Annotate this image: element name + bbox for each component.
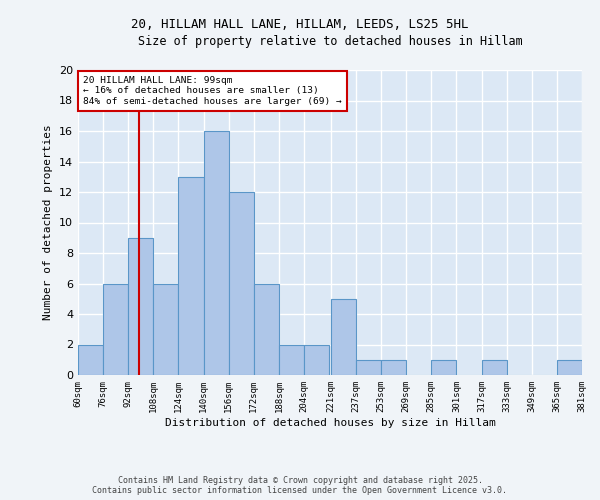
X-axis label: Distribution of detached houses by size in Hillam: Distribution of detached houses by size … [164, 418, 496, 428]
Text: 20 HILLAM HALL LANE: 99sqm
← 16% of detached houses are smaller (13)
84% of semi: 20 HILLAM HALL LANE: 99sqm ← 16% of deta… [83, 76, 342, 106]
Bar [154, 284, 178, 375]
Bar [78, 344, 103, 375]
Text: Contains HM Land Registry data © Crown copyright and database right 2025.
Contai: Contains HM Land Registry data © Crown c… [92, 476, 508, 495]
Text: 20, HILLAM HALL LANE, HILLAM, LEEDS, LS25 5HL: 20, HILLAM HALL LANE, HILLAM, LEEDS, LS2… [131, 18, 469, 30]
Bar [356, 360, 381, 375]
Bar [178, 177, 203, 375]
Bar [331, 298, 356, 375]
Bar [482, 360, 506, 375]
Bar [128, 238, 154, 375]
Bar [229, 192, 254, 375]
Bar [381, 360, 406, 375]
Bar [103, 284, 128, 375]
Bar [431, 360, 457, 375]
Bar [254, 284, 279, 375]
Bar [203, 131, 229, 375]
Bar [279, 344, 304, 375]
Bar [557, 360, 582, 375]
Bar [304, 344, 329, 375]
Title: Size of property relative to detached houses in Hillam: Size of property relative to detached ho… [137, 35, 523, 48]
Y-axis label: Number of detached properties: Number of detached properties [43, 124, 53, 320]
